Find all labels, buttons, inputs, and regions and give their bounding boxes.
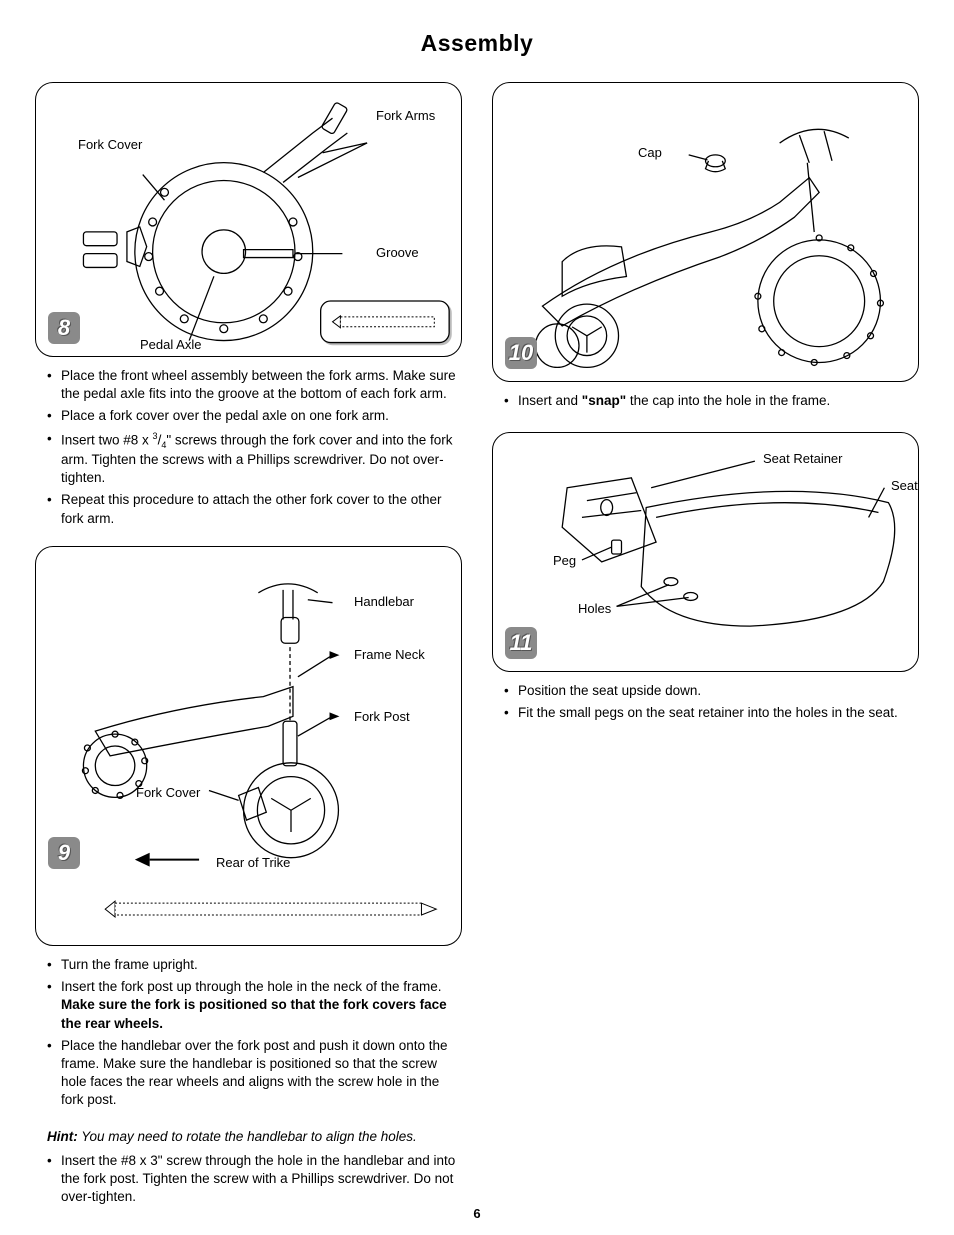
step-11-illustration <box>493 433 918 671</box>
label-fork-post: Fork Post <box>354 709 410 724</box>
step-10-badge: 10 <box>505 337 537 369</box>
step-8-illustration <box>36 83 461 356</box>
step-11-bullet: Fit the small pegs on the seat retainer … <box>504 704 919 722</box>
step-11-bullet: Position the seat upside down. <box>504 682 919 700</box>
hint-body: You may need to rotate the handlebar to … <box>78 1129 417 1144</box>
label-fork-cover-9: Fork Cover <box>136 785 200 800</box>
step-8-instructions: Place the front wheel assembly between t… <box>35 367 462 528</box>
step-11-badge: 11 <box>505 627 537 659</box>
label-peg: Peg <box>553 553 576 568</box>
label-pedal-axle: Pedal Axle <box>140 337 201 352</box>
step-9-bullet: Turn the frame upright. <box>47 956 462 974</box>
right-column: 10 Cap Insert and "snap" the cap into th… <box>492 82 919 1224</box>
step-9-bullet: Place the handlebar over the fork post a… <box>47 1037 462 1110</box>
label-frame-neck: Frame Neck <box>354 647 425 662</box>
step-8-bullet: Place a fork cover over the pedal axle o… <box>47 407 462 425</box>
page-number: 6 <box>0 1206 954 1221</box>
step-10-bullet: Insert and "snap" the cap into the hole … <box>504 392 919 410</box>
label-seat-retainer: Seat Retainer <box>763 451 843 466</box>
step-11-instructions: Position the seat upside down. Fit the s… <box>492 682 919 722</box>
step-9-hint: Hint: You may need to rotate the handleb… <box>35 1128 462 1146</box>
figure-step-8: 8 Fork Cover Fork Arms Groove Pedal Axle <box>35 82 462 357</box>
label-groove: Groove <box>376 245 419 260</box>
step-8-number: 8 <box>58 315 70 341</box>
step-10-number: 10 <box>509 340 533 366</box>
step-9-instructions-a: Turn the frame upright. Insert the fork … <box>35 956 462 1110</box>
step-8-bullet: Repeat this procedure to attach the othe… <box>47 491 462 527</box>
label-rear-of-trike: Rear of Trike <box>216 855 290 870</box>
hint-label: Hint: <box>47 1129 78 1144</box>
step-9-bullet: Insert the #8 x 3" screw through the hol… <box>47 1152 462 1207</box>
label-fork-cover-8: Fork Cover <box>78 137 142 152</box>
step-9-instructions-c: Insert the #8 x 3" screw through the hol… <box>35 1152 462 1207</box>
two-column-layout: 8 Fork Cover Fork Arms Groove Pedal Axle… <box>35 82 919 1224</box>
step-11-number: 11 <box>510 630 533 656</box>
step-8-bullet: Place the front wheel assembly between t… <box>47 367 462 403</box>
label-fork-arms: Fork Arms <box>376 108 435 123</box>
left-column: 8 Fork Cover Fork Arms Groove Pedal Axle… <box>35 82 462 1224</box>
step-9-number: 9 <box>58 840 70 866</box>
step-8-bullet: Insert two #8 x 3/4" screws through the … <box>47 430 462 488</box>
page-title: Assembly <box>35 30 919 57</box>
step-9-bullet: Insert the fork post up through the hole… <box>47 978 462 1033</box>
label-handlebar: Handlebar <box>354 594 414 609</box>
step-9-badge: 9 <box>48 837 80 869</box>
step-10-instructions: Insert and "snap" the cap into the hole … <box>492 392 919 410</box>
figure-step-10: 10 Cap <box>492 82 919 382</box>
figure-step-9: 9 Handlebar Frame Neck Fork Post Fork Co… <box>35 546 462 946</box>
label-cap: Cap <box>638 145 662 160</box>
label-holes: Holes <box>578 601 611 616</box>
step-8-badge: 8 <box>48 312 80 344</box>
figure-step-11: 11 Seat Retainer Seat Peg Holes <box>492 432 919 672</box>
step-10-illustration <box>493 83 918 381</box>
label-seat: Seat <box>891 478 918 493</box>
